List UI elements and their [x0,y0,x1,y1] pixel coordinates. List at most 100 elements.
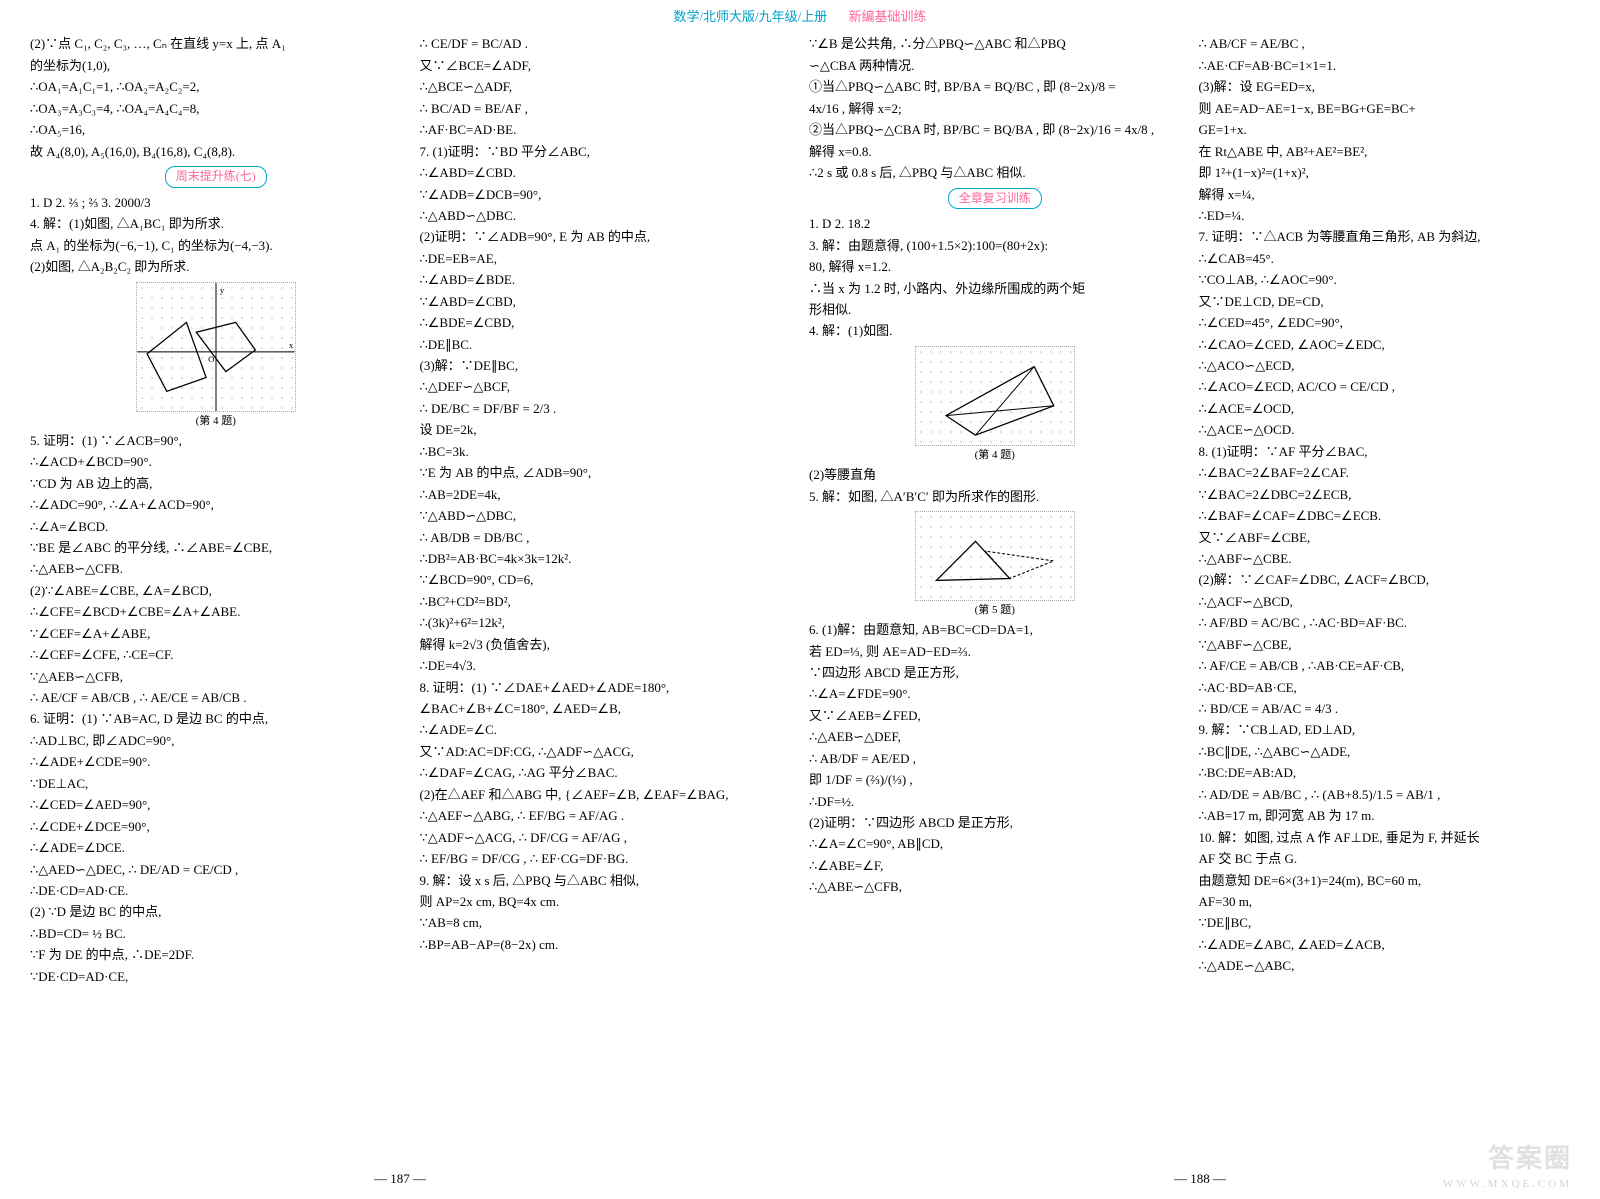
text-line: ∴∠CED=∠AED=90°, [28,794,404,815]
column-3: ∵∠B 是公共角, ∴分△PBQ∽△ABC 和△PBQ ∽△CBA 两种情况. … [807,33,1183,987]
text-line: 解得 k=2√3 (负值舍去), [418,634,794,655]
text-line: ∴BD=CD= ½ BC. [28,923,404,944]
section-heading: 全章复习训练 [948,188,1042,210]
text-line: ∴AD⊥BC, 即∠ADC=90°, [28,730,404,751]
header-series: 新编基础训练 [849,6,927,27]
text-line: ∵四边形 ABCD 是正方形, [807,662,1183,683]
text-line: ∴DF=½. [807,791,1183,812]
text-line: ∴BC²+CD²=BD², [418,591,794,612]
text-line: ∴DE=EB=AE, [418,248,794,269]
text-line: ∴△AEB∽△DEF, [807,726,1183,747]
figure-grid-3 [915,511,1075,601]
text-line: ∴DE=4√3. [418,655,794,676]
text-line: ∴△BCE∽△ADF, [418,76,794,97]
text-line: 4x/16 , 解得 x=2; [807,98,1183,119]
svg-text:O: O [208,353,215,363]
text-line: 1. D 2. ⅔ ; ⅔ 3. 2000/3 [28,192,404,213]
text-line: 设 DE=2k, [418,419,794,440]
text-line: AF=30 m, [1197,891,1573,912]
text-line: ∵△ABD∽△DBC, [418,505,794,526]
text-line: ∴DE·CD=AD·CE. [28,880,404,901]
text-line: ∴ AF/BD = AC/BC , ∴AC·BD=AF·BC. [1197,612,1573,633]
text-line: 即 1/DF = (⅔)/(⅓) , [807,769,1183,790]
text-line: 6. 证明：(1) ∵AB=AC, D 是边 BC 的中点, [28,708,404,729]
text-line: GE=1+x. [1197,119,1573,140]
text-line: 7. 证明：∵△ACB 为等腰直角三角形, AB 为斜边, [1197,226,1573,247]
text-line: ∵DE∥BC, [1197,912,1573,933]
text-line: ∵∠B 是公共角, ∴分△PBQ∽△ABC 和△PBQ [807,33,1183,54]
text-line: 解得 x=¼, [1197,184,1573,205]
text-line: 3. 解：由题意得, (100+1.5×2):100=(80+2x): [807,235,1183,256]
text-line: ∴ED=¼. [1197,205,1573,226]
text-line: 9. 解：∵CB⊥AD, ED⊥AD, [1197,719,1573,740]
figure-caption: (第 4 题) [807,446,1183,464]
text-line: ∴ AB/DB = DB/BC , [418,527,794,548]
column-1: (2)∵点 C₁, C₂, C₃, …, Cₙ 在直线 y=x 上, 点 A₁ … [28,33,404,987]
text-line: 又∵∠BCE=∠ADF, [418,55,794,76]
figure-grid-1: y x O [136,282,296,412]
text-line: 故 A₄(8,0), A₅(16,0), B₄(16,8), C₄(8,8). [28,141,404,162]
text-line: (2)在△AEF 和△ABG 中, {∠AEF=∠B, ∠EAF=∠BAG, [418,784,794,805]
text-line: ∴△ACF∽△BCD, [1197,591,1573,612]
figure-caption: (第 4 题) [28,412,404,430]
text-line: (2)∵∠ABE=∠CBE, ∠A=∠BCD, [28,580,404,601]
text-line: 4. 解：(1)如图. [807,320,1183,341]
text-line: ∴∠BAF=∠CAF=∠DBC=∠ECB. [1197,505,1573,526]
text-line: (2)证明：∵∠ADB=90°, E 为 AB 的中点, [418,226,794,247]
text-line: 4. 解：(1)如图, △A₁BC₁ 即为所求. [28,213,404,234]
text-line: ∴AC·BD=AB·CE, [1197,677,1573,698]
text-line: ∴∠DAF=∠CAG, ∴AG 平分∠BAC. [418,762,794,783]
text-line: ∴2 s 或 0.8 s 后, △PBQ 与△ABC 相似. [807,162,1183,183]
text-line: ∴∠CEF=∠CFE, ∴CE=CF. [28,644,404,665]
text-line: ②当△PBQ∽△CBA 时, BP/BC = BQ/BA , 即 (8−2x)/… [807,119,1183,140]
text-line: ∴BC=3k. [418,441,794,462]
text-line: ∴△ABF∽△CBE. [1197,548,1573,569]
header-subject: 数学/北师大版/九年级/上册 [673,6,827,27]
text-line: (2)如图, △A₂B₂C₂ 即为所求. [28,256,404,277]
text-line: ∴∠ABD=∠BDE. [418,269,794,290]
figure-grid-2 [915,346,1075,446]
text-line: ∴∠ACD+∠BCD=90°. [28,451,404,472]
text-line: 7. (1)证明：∵BD 平分∠ABC, [418,141,794,162]
text-line: ∴∠ABD=∠CBD. [418,162,794,183]
text-line: (2) ∵D 是边 BC 的中点, [28,901,404,922]
figure-caption: (第 5 题) [807,601,1183,619]
text-line: ∴∠ADE=∠ABC, ∠AED=∠ACB, [1197,934,1573,955]
text-line: ∵AB=8 cm, [418,912,794,933]
text-line: ①当△PBQ∽△ABC 时, BP/BA = BQ/BC , 即 (8−2x)/… [807,76,1183,97]
text-line: 由题意知 DE=6×(3+1)=24(m), BC=60 m, [1197,870,1573,891]
column-2: ∴ CE/DF = BC/AD . 又∵∠BCE=∠ADF, ∴△BCE∽△AD… [418,33,794,987]
section-heading: 周末提升练(七) [165,166,267,188]
text-line: ∴ DE/BC = DF/BF = 2/3 . [418,398,794,419]
text-line: ∴ BD/CE = AB/AC = 4/3 . [1197,698,1573,719]
text-line: ∴∠A=∠BCD. [28,516,404,537]
text-line: ∠BAC+∠B+∠C=180°, ∠AED=∠B, [418,698,794,719]
text-line: ∵∠CEF=∠A+∠ABE, [28,623,404,644]
text-line: (3)解：∵DE∥BC, [418,355,794,376]
text-line: ∽△CBA 两种情况. [807,55,1183,76]
text-line: ∴ AD/DE = AB/BC , ∴ (AB+8.5)/1.5 = AB/1 … [1197,784,1573,805]
text-line: ∴AB=17 m, 即河宽 AB 为 17 m. [1197,805,1573,826]
text-line: ∴ BC/AD = BE/AF , [418,98,794,119]
text-line: ∴ AB/DF = AE/ED , [807,748,1183,769]
text-line: ∴∠CED=45°, ∠EDC=90°, [1197,312,1573,333]
text-line: ∵CD 为 AB 边上的高, [28,473,404,494]
text-line: ∴BP=AB−AP=(8−2x) cm. [418,934,794,955]
text-line: ∴BC:DE=AB:AD, [1197,762,1573,783]
svg-text:y: y [220,284,225,294]
text-line: ∴当 x 为 1.2 时, 小路内、外边缘所围成的两个矩 [807,278,1183,299]
text-line: ∴∠ACO=∠ECD, AC/CO = CE/CD , [1197,376,1573,397]
text-line: ∴DE∥BC. [418,334,794,355]
page-body: (2)∵点 C₁, C₂, C₃, …, Cₙ 在直线 y=x 上, 点 A₁ … [0,29,1600,987]
text-line: 形相似. [807,299,1183,320]
page-header: 数学/北师大版/九年级/上册 新编基础训练 [0,0,1600,29]
text-line: 8. 证明：(1) ∵∠DAE+∠AED+∠ADE=180°, [418,677,794,698]
text-line: ∴△ABD∽△DBC. [418,205,794,226]
text-line: (2)解：∵∠CAF=∠DBC, ∠ACF=∠BCD, [1197,569,1573,590]
page-number-right: — 188 — [1174,1168,1226,1189]
text-line: 6. (1)解：由题意知, AB=BC=CD=DA=1, [807,619,1183,640]
text-line: ∴∠ABE=∠F, [807,855,1183,876]
text-line: 5. 证明：(1) ∵∠ACB=90°, [28,430,404,451]
text-line: 80, 解得 x=1.2. [807,256,1183,277]
text-line: 5. 解：如图, △A′B′C′ 即为所求作的图形. [807,486,1183,507]
